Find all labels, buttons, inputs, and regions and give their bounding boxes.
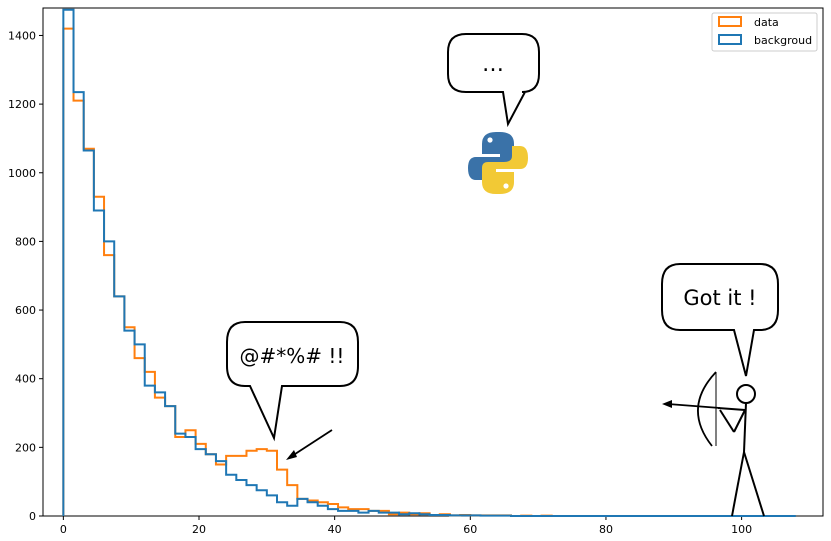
python-bubble-shape: [447, 33, 540, 128]
legend-label-backgroud: backgroud: [754, 34, 812, 47]
histogram-series-backgroud: [62, 8, 796, 517]
archer-bubble-shape: [661, 263, 779, 377]
archer-speech-bubble: Got it !: [661, 263, 779, 377]
y-tick-label: 1400: [8, 29, 36, 42]
python-logo-icon: [468, 132, 528, 194]
series-layer: [62, 8, 796, 517]
x-tick-label: 100: [731, 523, 752, 536]
x-tick-label: 40: [328, 523, 342, 536]
y-tick-label: 800: [15, 235, 36, 248]
archer-stick-figure-icon: [662, 371, 765, 517]
y-tick-label: 200: [15, 441, 36, 454]
y-tick-label: 1200: [8, 98, 36, 111]
y-tick-label: 400: [15, 373, 36, 386]
x-tick-label: 20: [192, 523, 206, 536]
legend: data backgroud: [711, 12, 818, 52]
x-tick-label: 60: [463, 523, 477, 536]
bump-arrow: [286, 429, 333, 460]
legend-swatch-backgroud: [718, 34, 742, 45]
x-tick-label: 80: [599, 523, 613, 536]
legend-frame: [711, 12, 818, 52]
legend-swatch-data: [718, 16, 742, 27]
curse-bubble-text: @#*%# !!: [240, 344, 345, 368]
python-bubble-text: …: [482, 52, 504, 77]
curse-speech-bubble: @#*%# !!: [226, 321, 359, 442]
python-speech-bubble: …: [447, 33, 540, 128]
y-tick-label: 1000: [8, 167, 36, 180]
x-tick-label: 0: [60, 523, 67, 536]
plot-area: [42, 7, 824, 517]
archer-bubble-text: Got it !: [683, 286, 756, 310]
legend-label-data: data: [754, 16, 779, 29]
y-tick-label: 0: [29, 510, 36, 523]
y-tick-label: 600: [15, 304, 36, 317]
curse-bubble-shape: [226, 321, 359, 442]
